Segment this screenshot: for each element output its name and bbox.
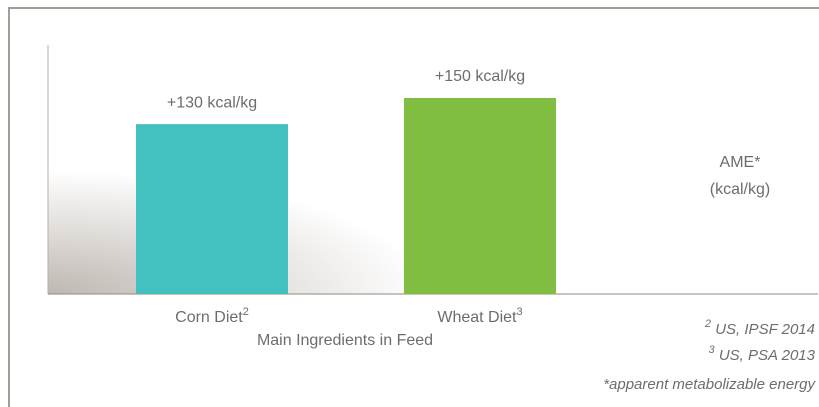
bar bbox=[404, 98, 556, 294]
x-tick-label: Wheat Diet3 bbox=[437, 306, 522, 326]
y-axis-label: (kcal/kg) bbox=[710, 181, 770, 198]
x-tick-label: Corn Diet2 bbox=[175, 306, 249, 326]
footnote: 2 US, IPSF 2014 bbox=[704, 318, 815, 338]
footnote-text: US, IPSF 2014 bbox=[715, 321, 815, 338]
x-axis-label: Main Ingredients in Feed bbox=[257, 332, 433, 349]
data-label: +130 kcal/kg bbox=[167, 94, 257, 111]
footnote-mark: 3 bbox=[709, 344, 716, 356]
footnote-text: US, PSA 2013 bbox=[719, 347, 816, 364]
category-name: Corn Diet bbox=[175, 309, 243, 326]
category-superscript: 2 bbox=[243, 306, 249, 318]
footnote-mark: 2 bbox=[704, 318, 711, 330]
category-name: Wheat Diet bbox=[437, 309, 517, 326]
bar bbox=[136, 124, 288, 294]
data-label: +150 kcal/kg bbox=[435, 68, 525, 85]
note: *apparent metabolizable energy bbox=[603, 376, 816, 393]
category-superscript: 3 bbox=[517, 306, 523, 318]
footnote: 3 US, PSA 2013 bbox=[709, 344, 816, 364]
y-axis-label: AME* bbox=[720, 154, 761, 171]
